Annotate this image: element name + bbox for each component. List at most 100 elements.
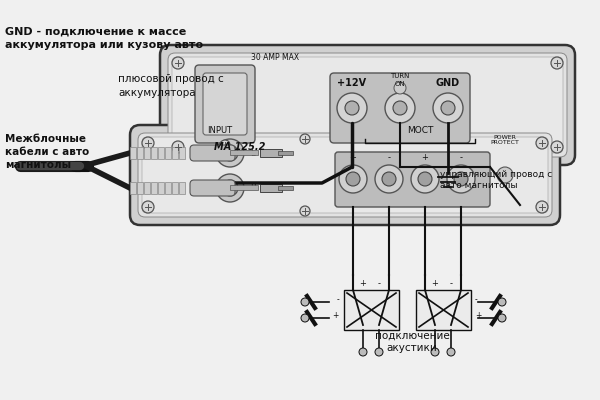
Circle shape [227, 185, 233, 191]
Circle shape [227, 150, 233, 156]
Text: подключение
акустики: подключение акустики [374, 331, 449, 353]
Bar [151, 147, 157, 159]
Circle shape [172, 141, 184, 153]
Text: плюсовой провод с
аккумулятора: плюсовой провод с аккумулятора [118, 74, 224, 98]
Circle shape [172, 57, 184, 69]
Bar [172, 182, 178, 194]
Bar [137, 147, 143, 159]
Text: +: + [475, 311, 481, 320]
Bar [416, 290, 471, 330]
Circle shape [498, 298, 506, 306]
Circle shape [394, 82, 406, 94]
Circle shape [431, 348, 439, 356]
Circle shape [382, 172, 396, 186]
Circle shape [375, 165, 403, 193]
Text: +: + [359, 279, 367, 288]
Text: МОСТ: МОСТ [407, 126, 433, 135]
Circle shape [222, 180, 238, 196]
Bar [230, 150, 258, 155]
Bar [172, 147, 178, 159]
Bar [179, 147, 185, 159]
FancyBboxPatch shape [195, 65, 255, 143]
FancyBboxPatch shape [138, 133, 552, 217]
Circle shape [418, 172, 432, 186]
Circle shape [447, 165, 475, 193]
Bar [230, 185, 258, 190]
FancyBboxPatch shape [330, 73, 470, 143]
Text: управляющий провод с
авто магнитолы: управляющий провод с авто магнитолы [440, 170, 552, 190]
Text: GND - подключение к массе
аккумулятора или кузову авто: GND - подключение к массе аккумулятора и… [5, 26, 203, 50]
Bar [130, 147, 136, 159]
Bar [144, 147, 150, 159]
Bar [130, 182, 136, 194]
Circle shape [551, 141, 563, 153]
Text: -: - [460, 154, 463, 162]
Circle shape [220, 140, 230, 150]
Circle shape [411, 165, 439, 193]
FancyBboxPatch shape [335, 152, 490, 207]
Bar [151, 182, 157, 194]
Circle shape [142, 201, 154, 213]
Circle shape [345, 101, 359, 115]
Circle shape [216, 139, 244, 167]
Bar [344, 290, 399, 330]
Text: POWER
PROTECT: POWER PROTECT [491, 134, 520, 146]
Circle shape [454, 172, 468, 186]
FancyBboxPatch shape [203, 73, 247, 135]
Circle shape [441, 101, 455, 115]
Circle shape [300, 134, 310, 144]
Circle shape [433, 93, 463, 123]
Bar [144, 182, 150, 194]
Circle shape [337, 93, 367, 123]
Text: +: + [431, 279, 439, 288]
Text: -: - [449, 279, 452, 288]
Bar [158, 147, 164, 159]
FancyBboxPatch shape [160, 45, 575, 165]
Text: 30 AMP MAX: 30 AMP MAX [251, 52, 299, 62]
Bar [179, 182, 185, 194]
FancyBboxPatch shape [130, 125, 560, 225]
Text: -: - [388, 154, 391, 162]
Text: GND: GND [436, 78, 460, 88]
Bar [278, 151, 293, 155]
Bar [165, 147, 171, 159]
Bar [260, 184, 282, 192]
Bar [260, 149, 282, 157]
Circle shape [393, 101, 407, 115]
Text: -: - [475, 295, 478, 304]
FancyBboxPatch shape [172, 57, 563, 153]
Circle shape [359, 348, 367, 356]
Text: +12V: +12V [337, 78, 367, 88]
FancyBboxPatch shape [190, 180, 235, 196]
Text: +: + [422, 154, 428, 162]
Circle shape [346, 172, 360, 186]
FancyBboxPatch shape [190, 145, 235, 161]
Bar [278, 186, 293, 190]
Circle shape [216, 174, 244, 202]
Circle shape [142, 137, 154, 149]
Circle shape [222, 145, 238, 161]
Circle shape [385, 93, 415, 123]
Circle shape [551, 57, 563, 69]
Circle shape [536, 201, 548, 213]
Circle shape [497, 167, 513, 183]
Circle shape [300, 206, 310, 216]
Text: Межблочные
кабели с авто
магнитолы: Межблочные кабели с авто магнитолы [5, 134, 89, 170]
Text: L: L [250, 148, 254, 158]
Circle shape [301, 298, 309, 306]
FancyBboxPatch shape [142, 137, 548, 213]
Text: INPUT: INPUT [208, 126, 233, 135]
Text: R: R [250, 184, 256, 192]
Circle shape [447, 348, 455, 356]
Circle shape [375, 348, 383, 356]
Circle shape [339, 165, 367, 193]
Text: МА 125.2: МА 125.2 [214, 142, 266, 152]
Text: +: + [350, 154, 356, 162]
Circle shape [301, 314, 309, 322]
Text: -: - [336, 295, 339, 304]
Circle shape [536, 137, 548, 149]
Text: +: + [332, 311, 339, 320]
FancyBboxPatch shape [168, 53, 567, 157]
Circle shape [498, 314, 506, 322]
Text: TURN
ON: TURN ON [391, 74, 410, 86]
